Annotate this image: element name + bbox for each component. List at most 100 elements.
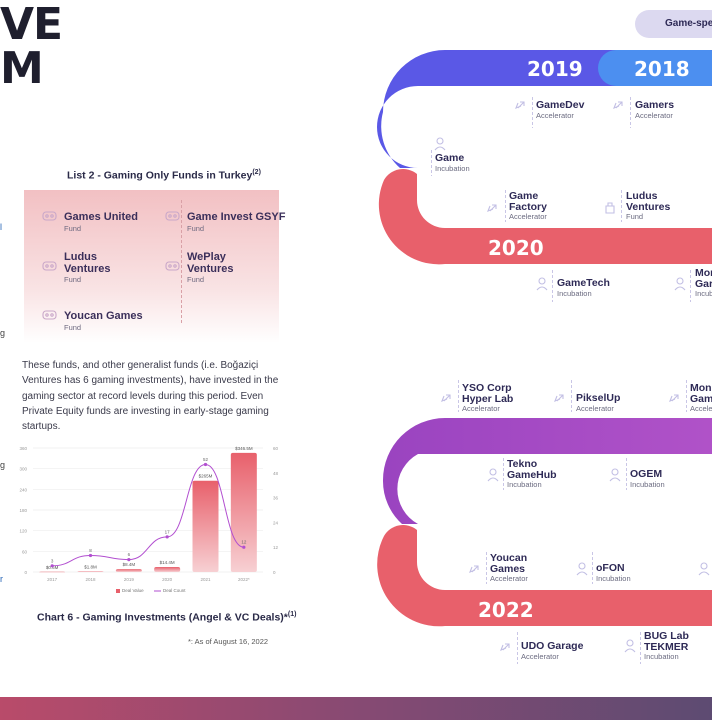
item-type: Accelerator <box>576 403 614 413</box>
item-type: Accelerator <box>521 651 559 661</box>
side-mark: g <box>0 328 6 338</box>
item-name: Youcan Games <box>490 552 528 575</box>
side-mark: l <box>0 222 2 232</box>
x-tick: 2017 <box>47 577 58 582</box>
fund-type: Fund <box>187 275 205 284</box>
timeline-item: Ludus Ventures Fund <box>626 191 670 222</box>
item-name: Game Factory <box>509 190 547 213</box>
fund-type: Fund <box>187 223 205 233</box>
item-type: Fund <box>626 212 644 221</box>
x-tick: 2018 <box>85 577 96 582</box>
bar <box>192 480 219 572</box>
deal-count-point <box>88 553 93 558</box>
fund-name: Games United <box>64 211 138 223</box>
fund-type: Fund <box>64 322 82 332</box>
footnote: *: As of August 16, 2022 <box>188 637 269 646</box>
deal-count-point <box>127 558 131 562</box>
bar-label: $265M <box>199 474 213 479</box>
year-2019: 2019 <box>527 57 583 81</box>
gamepad-icon <box>42 211 57 221</box>
item-name: OGEM <box>630 468 663 480</box>
gamepad-icon <box>165 261 180 271</box>
fund-type: Fund <box>64 275 82 284</box>
y-tick-right: 48 <box>273 471 279 476</box>
y-tick-left: 0 <box>24 570 27 575</box>
fund-name: Ludus Ventures <box>64 251 111 275</box>
item-type: Accelerator <box>536 110 574 120</box>
timeline-item: Youcan Games Accelerator <box>490 553 528 584</box>
y-tick-left: 240 <box>19 487 27 492</box>
investment-chart: 06012018024030036001224364860$0.6M2017$1… <box>19 446 279 593</box>
bar <box>39 571 66 573</box>
y-tick-left: 360 <box>19 446 27 451</box>
body-paragraph: These funds, and other generalist funds … <box>22 360 279 433</box>
item-name: YSO Corp Hyper Lab <box>462 382 514 405</box>
item-type: Incubation <box>644 652 679 661</box>
x-tick: 2021 <box>200 577 211 582</box>
timeline-item: Game Factory Accelerator <box>509 191 547 222</box>
title-line-2: M <box>0 43 44 94</box>
title-line-1: VE <box>0 0 63 50</box>
deal-count-point <box>50 564 54 568</box>
bar <box>115 569 142 572</box>
bar <box>77 571 104 572</box>
legend-swatch <box>116 589 120 593</box>
fund-name: Youcan Games <box>64 310 143 322</box>
timeline-item: BUG Lab TEKMER Incubation <box>644 631 689 662</box>
item-name: GameDev <box>536 99 585 111</box>
fund-item: Ludus Ventures Fund <box>64 251 111 285</box>
item-type: Incubation <box>630 479 665 489</box>
gamepad-icon <box>42 310 57 320</box>
year-2018: 2018 <box>634 57 690 81</box>
category-tag-label: Game-spec <box>665 18 712 29</box>
timeline-item: Game Incubation <box>435 153 470 174</box>
item-type: Incub <box>695 289 712 298</box>
timeline-item: Gamers Accelerator <box>635 100 674 121</box>
fund-name: WePlay Ventures <box>187 251 234 275</box>
item-type: Accele <box>690 404 712 413</box>
item-name: PikselUp <box>576 392 621 404</box>
y-tick-left: 180 <box>19 508 27 513</box>
deal-count-label: 52 <box>203 457 209 462</box>
year-2022: 2022 <box>478 598 534 622</box>
timeline-item: PikselUp Accelerator <box>576 393 620 414</box>
y-tick-right: 60 <box>273 446 279 451</box>
item-type: Incubation <box>596 573 631 583</box>
fund-item: Youcan Games Fund <box>64 310 143 333</box>
item-name: Mon Gar <box>695 267 712 290</box>
item-name: Game <box>435 152 465 164</box>
side-mark: r <box>0 574 3 584</box>
fund-item: Game Invest GSYF Fund <box>187 211 286 234</box>
bar-label: $1.8M <box>84 564 97 569</box>
timeline-item: Mon Gam Accele <box>690 383 712 414</box>
bar <box>154 567 181 572</box>
fund-name: Game Invest GSYF <box>187 211 286 223</box>
item-name: Gamers <box>635 99 675 111</box>
bar-label: $8.4M <box>123 562 136 567</box>
chart-caption: Chart 6 - Gaming Investments (Angel & VC… <box>37 611 297 624</box>
item-type: Incubation <box>507 480 542 489</box>
item-type: Accelerator <box>462 404 500 413</box>
item-name: BUG Lab TEKMER <box>644 630 689 653</box>
item-name: Mon Gam <box>690 382 712 405</box>
legend-label: Deal Value <box>122 588 144 593</box>
list-caption: List 2 - Gaming Only Funds in Turkey(2) <box>67 169 261 182</box>
x-tick: 2019 <box>124 577 135 582</box>
fund-type: Fund <box>64 223 82 233</box>
year-2020: 2020 <box>488 236 544 260</box>
deal-count-point <box>165 535 169 539</box>
item-name: oFON <box>596 562 625 574</box>
item-type: Incubation <box>435 163 470 173</box>
y-tick-right: 24 <box>273 520 279 525</box>
item-type: Accelerator <box>490 574 528 583</box>
deal-count-label: 12 <box>241 540 247 545</box>
item-type: Accelerator <box>635 110 673 120</box>
y-tick-right: 12 <box>273 545 279 550</box>
y-tick-left: 60 <box>22 549 28 554</box>
x-tick: 2022* <box>238 577 250 582</box>
gamepad-icon <box>42 261 57 271</box>
item-name: GameTech <box>557 277 610 289</box>
timeline-item: YSO Corp Hyper Lab Accelerator <box>462 383 513 414</box>
divider <box>181 200 182 325</box>
